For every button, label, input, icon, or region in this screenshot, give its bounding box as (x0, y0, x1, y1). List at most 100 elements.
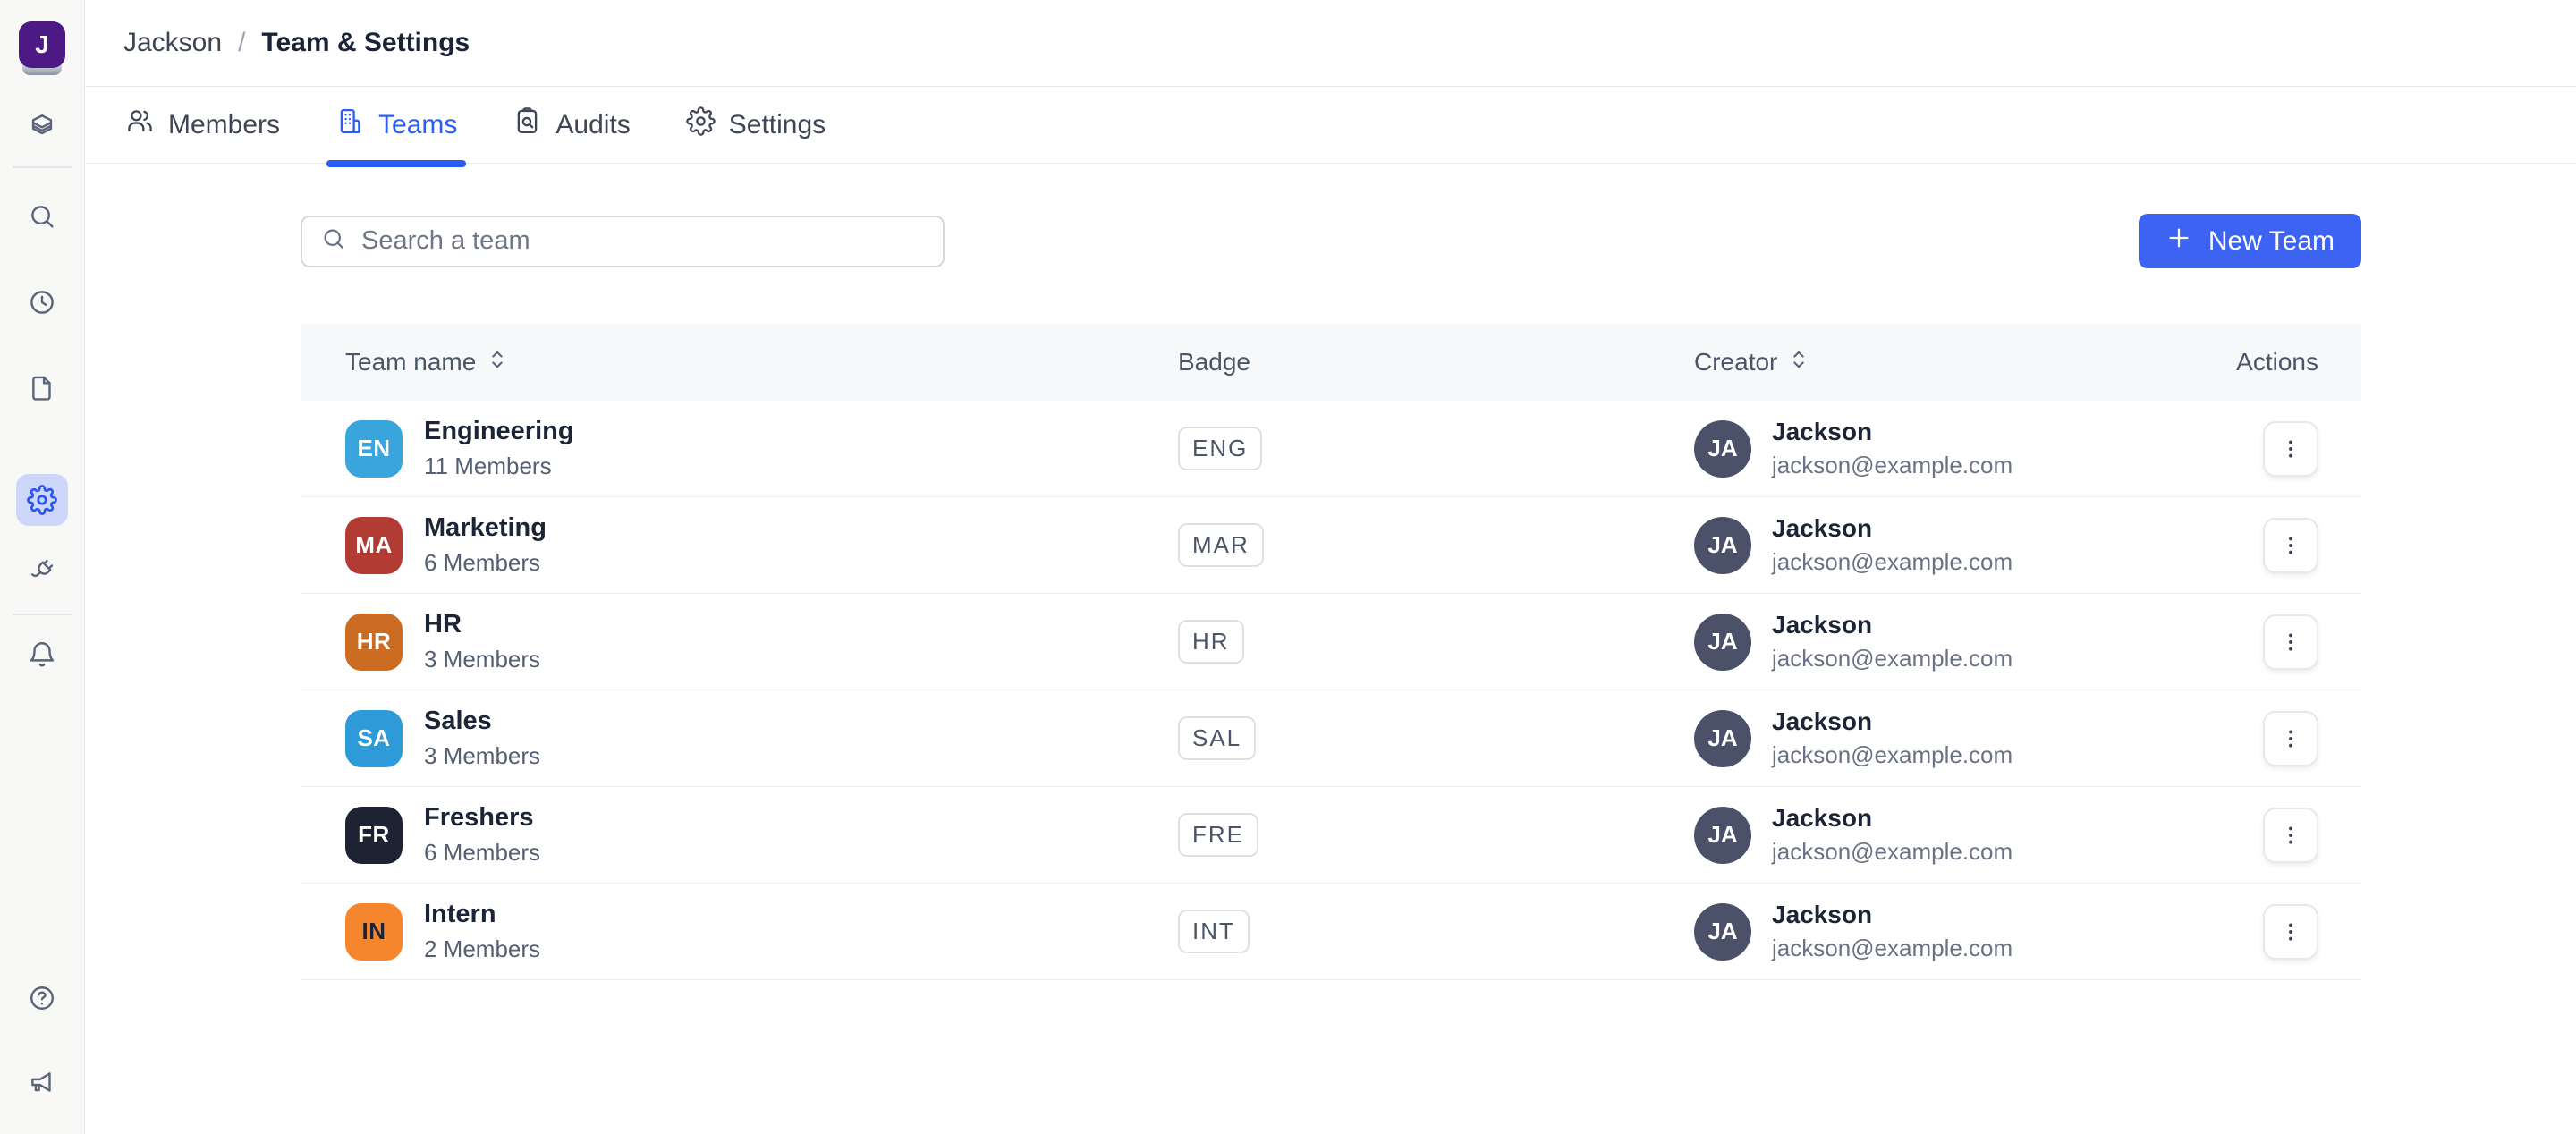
team-avatar: EN (345, 419, 402, 478)
team-members-count: 6 Members (424, 839, 541, 866)
row-actions-button[interactable] (2263, 517, 2318, 573)
building-icon (335, 106, 365, 143)
row-actions-button[interactable] (2263, 420, 2318, 477)
team-name: Freshers (424, 803, 534, 832)
sidebar: J (0, 0, 85, 1134)
header-creator-sort[interactable]: Creator (1694, 347, 2202, 378)
help-icon[interactable] (26, 982, 58, 1014)
plus-icon (2165, 224, 2192, 258)
header-actions: Actions (2236, 348, 2318, 376)
creator-avatar: JA (1694, 806, 1751, 864)
creator-avatar: JA (1694, 709, 1751, 767)
team-search (301, 215, 945, 267)
tab-settings[interactable]: Settings (684, 87, 827, 163)
creator-email: jackson@example.com (1772, 548, 2013, 575)
creator-email: jackson@example.com (1772, 935, 2013, 961)
tab-members[interactable]: Members (123, 87, 282, 163)
team-badge: SAL (1178, 716, 1257, 760)
content-area: New Team Team name Badg (85, 164, 2576, 980)
team-badge: FRE (1178, 813, 1258, 857)
team-members-count: 3 Members (424, 646, 541, 673)
app-logo[interactable]: J (19, 21, 65, 75)
creator-name: Jackson (1772, 611, 1873, 639)
team-avatar: FR (345, 806, 402, 864)
creator-avatar: JA (1694, 902, 1751, 961)
search-icon[interactable] (26, 200, 58, 233)
creator-name: Jackson (1772, 901, 1873, 928)
row-actions-button[interactable] (2263, 807, 2318, 863)
team-name: HR (424, 610, 462, 639)
table-row: FR Freshers 6 Members FRE JA Jackson ja (301, 787, 2361, 884)
team-avatar: HR (345, 613, 402, 671)
team-members-count: 11 Members (424, 453, 552, 479)
new-team-button[interactable]: New Team (2138, 214, 2361, 268)
document-icon[interactable] (26, 372, 58, 404)
sort-icon (488, 347, 506, 378)
members-icon (125, 106, 155, 143)
tab-label: Audits (555, 109, 631, 140)
team-name: Sales (424, 707, 492, 735)
header-team-name: Team name (345, 348, 477, 376)
clipboard-search-icon (513, 106, 542, 143)
table-row: SA Sales 3 Members SAL JA Jackson jacks (301, 690, 2361, 787)
breadcrumb-separator: / (238, 28, 246, 57)
team-badge: MAR (1178, 523, 1264, 567)
kebab-menu-icon (2289, 632, 2292, 651)
table-row: HR HR 3 Members HR JA Jackson jackson@e (301, 594, 2361, 690)
kebab-menu-icon (2289, 825, 2292, 844)
search-input[interactable] (361, 226, 925, 256)
creator-avatar: JA (1694, 419, 1751, 478)
creator-avatar: JA (1694, 613, 1751, 671)
kebab-menu-icon (2289, 729, 2292, 748)
creator-name: Jackson (1772, 707, 1873, 735)
creator-email: jackson@example.com (1772, 838, 2013, 865)
table-row: IN Intern 2 Members INT JA Jackson jack (301, 884, 2361, 980)
breadcrumb-parent[interactable]: Jackson (123, 28, 223, 57)
main-area: Jackson / Team & Settings Members (85, 0, 2576, 1134)
team-badge: ENG (1178, 427, 1263, 470)
kebab-menu-icon (2289, 536, 2292, 554)
team-avatar: SA (345, 709, 402, 767)
header-badge: Badge (1178, 348, 1250, 376)
plug-icon[interactable] (26, 554, 58, 587)
table-row: MA Marketing 6 Members MAR JA Jackson j (301, 497, 2361, 594)
creator-name: Jackson (1772, 514, 1873, 542)
toolbar-row: New Team (301, 214, 2361, 268)
row-actions-button[interactable] (2263, 614, 2318, 670)
team-avatar: MA (345, 516, 402, 574)
teams-table: Team name Badge Creator (301, 324, 2361, 980)
top-bar: Jackson / Team & Settings (85, 0, 2576, 87)
creator-email: jackson@example.com (1772, 452, 2013, 478)
team-badge: HR (1178, 620, 1244, 664)
clock-icon[interactable] (26, 286, 58, 318)
bell-icon[interactable] (26, 639, 58, 671)
tabs-bar: Members Teams (85, 87, 2576, 167)
tab-label: Members (168, 109, 281, 140)
header-creator: Creator (1694, 348, 1778, 376)
row-actions-button[interactable] (2263, 710, 2318, 766)
search-icon (320, 225, 347, 257)
settings-icon-active[interactable] (16, 474, 68, 526)
creator-email: jackson@example.com (1772, 645, 2013, 672)
logo-letter: J (19, 21, 65, 68)
team-members-count: 3 Members (424, 742, 541, 769)
creator-name: Jackson (1772, 804, 1873, 832)
breadcrumb-current: Team & Settings (261, 28, 470, 57)
team-name: Engineering (424, 417, 574, 445)
sidebar-divider (13, 166, 72, 168)
tab-audits[interactable]: Audits (511, 87, 631, 163)
tab-teams[interactable]: Teams (326, 87, 467, 167)
new-team-label: New Team (2207, 225, 2334, 256)
row-actions-button[interactable] (2263, 903, 2318, 960)
team-name: Intern (424, 900, 496, 928)
kebab-menu-icon (2289, 922, 2292, 941)
gear-icon (685, 106, 716, 143)
header-team-name-sort[interactable]: Team name (345, 347, 1178, 378)
stack-database-icon[interactable] (26, 111, 58, 143)
tab-label: Teams (378, 109, 458, 140)
tab-label: Settings (728, 109, 826, 140)
megaphone-icon[interactable] (26, 1066, 58, 1098)
creator-avatar: JA (1694, 516, 1751, 574)
table-row: EN Engineering 11 Members ENG JA Jackson (301, 401, 2361, 497)
table-header: Team name Badge Creator (301, 324, 2361, 401)
